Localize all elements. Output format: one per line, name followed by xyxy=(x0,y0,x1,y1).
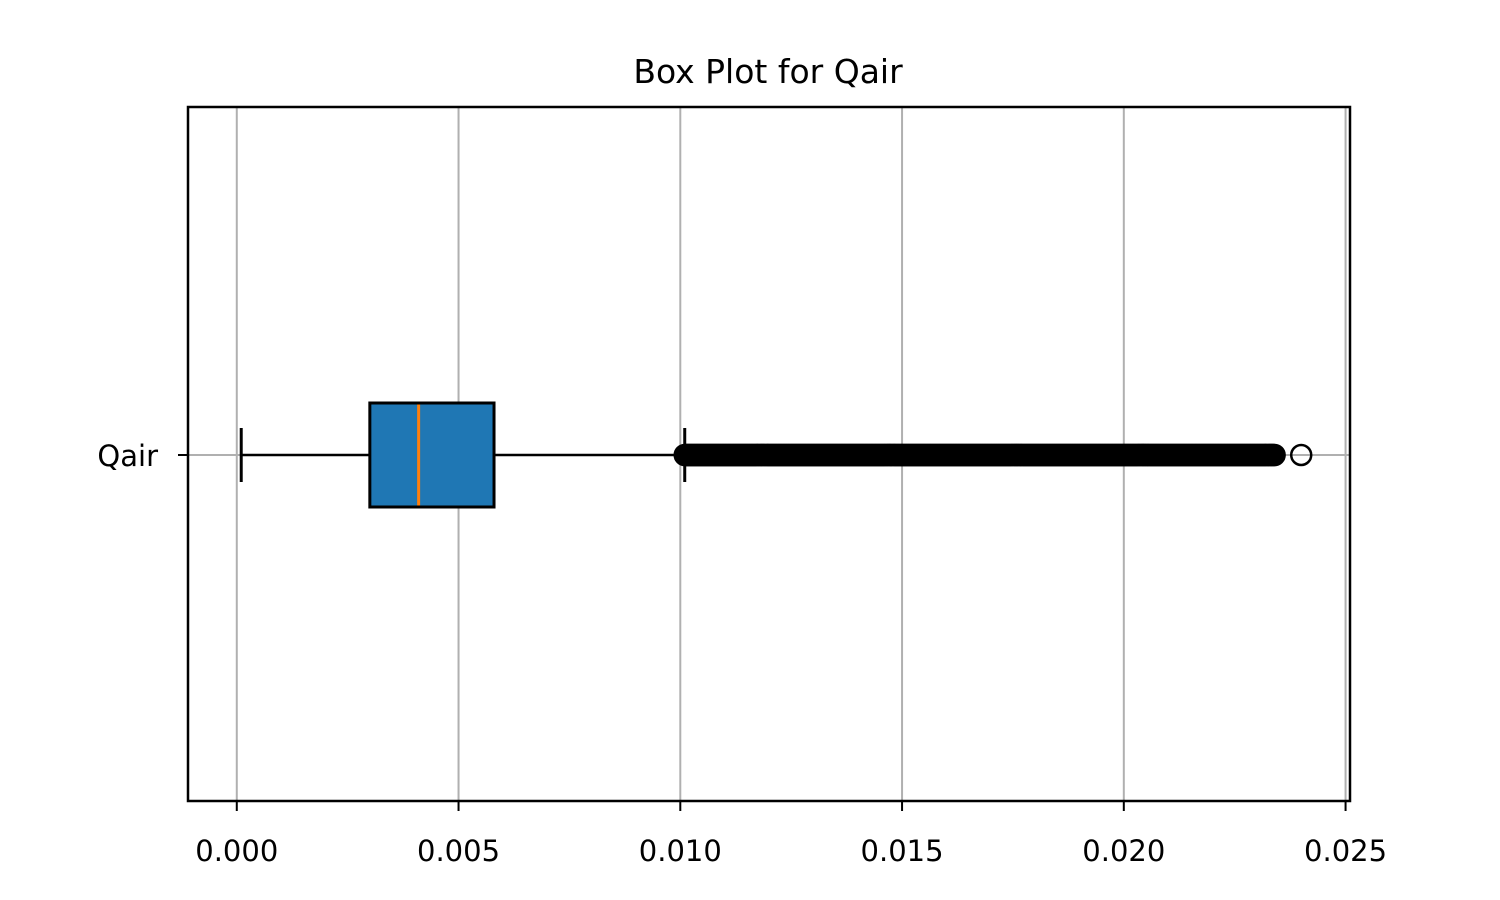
x-tick-label: 0.020 xyxy=(1082,834,1165,868)
axes: 0.000 0.005 0.010 0.015 0.020 0.025 Qair xyxy=(97,439,1387,868)
x-tick-label: 0.000 xyxy=(195,834,278,868)
x-tick-label: 0.010 xyxy=(639,834,722,868)
iqr-box xyxy=(368,401,496,509)
x-tick-label: 0.025 xyxy=(1304,834,1387,868)
x-tick-label: 0.005 xyxy=(417,834,500,868)
plot-marks xyxy=(239,401,1313,509)
x-tick-label: 0.015 xyxy=(861,834,944,868)
chart-title: Box Plot for Qair xyxy=(633,52,903,91)
y-tick-label: Qair xyxy=(97,439,158,473)
outlier-point xyxy=(1263,443,1286,467)
outlier-point xyxy=(1289,443,1313,467)
